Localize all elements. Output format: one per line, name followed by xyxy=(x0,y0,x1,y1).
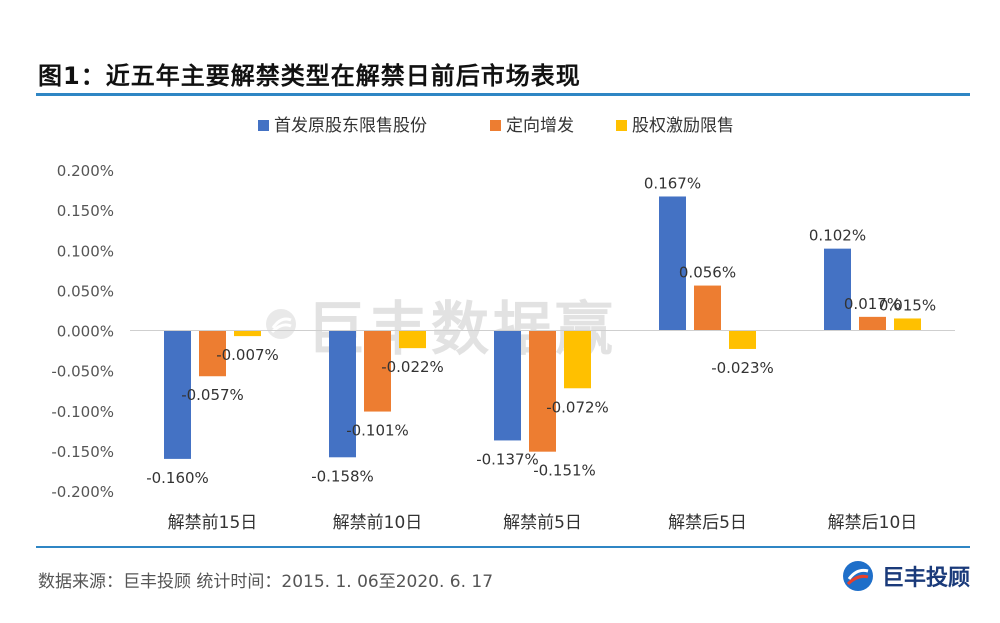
brand-logo-text: 巨丰投顾 xyxy=(881,566,970,591)
bar xyxy=(329,330,356,458)
bar xyxy=(494,330,521,441)
data-label: -0.023% xyxy=(711,359,774,377)
brand-logo-icon xyxy=(842,561,873,591)
legend-swatch xyxy=(616,120,627,131)
y-tick-label: -0.200% xyxy=(51,483,114,501)
chart-legend: 首发原股东限售股份 定向增发 股权激励限售 xyxy=(258,116,734,136)
bar-chart: 首发原股东限售股份 定向增发 股权激励限售 0.200%0.150%0.100%0.… xyxy=(51,116,955,533)
x-tick-label: 解禁前5日 xyxy=(503,513,582,533)
data-label: -0.158% xyxy=(311,467,374,485)
x-tick-label: 解禁前15日 xyxy=(168,513,258,533)
watermark-text: 巨丰数据赢 xyxy=(307,295,618,363)
bar xyxy=(659,196,686,331)
y-tick-label: 0.050% xyxy=(57,282,114,300)
legend-label: 定向增发 xyxy=(506,116,574,136)
footer-rule xyxy=(36,546,970,548)
data-label: -0.137% xyxy=(476,450,539,468)
y-tick-label: 0.200% xyxy=(57,162,114,180)
source-note: 数据来源：巨丰投顾 统计时间：2015. 1. 06至2020. 6. 17 xyxy=(38,572,494,592)
legend-label: 股权激励限售 xyxy=(632,116,734,136)
y-tick-label: -0.100% xyxy=(51,403,114,421)
watermark: 巨丰数据赢 xyxy=(265,282,617,366)
x-tick-label: 解禁前10日 xyxy=(333,513,423,533)
data-label: -0.101% xyxy=(346,422,409,440)
y-tick-label: 0.000% xyxy=(57,323,114,341)
chart-title: 图1：近五年主要解禁类型在解禁日前后市场表现 xyxy=(38,62,581,90)
data-label: -0.007% xyxy=(216,346,279,364)
y-tick-label: 0.150% xyxy=(57,202,114,220)
bar xyxy=(729,330,756,349)
y-tick-label: -0.050% xyxy=(51,363,114,381)
x-tick-label: 解禁后5日 xyxy=(668,513,747,533)
y-axis: 0.200% 0.150% 0.100% 0.050% 0.000% -0.050% -0.… xyxy=(51,162,114,501)
bar xyxy=(824,248,851,331)
legend-swatch xyxy=(258,120,269,131)
watermark-logo-icon xyxy=(266,309,296,339)
brand-logo: 巨丰投顾 xyxy=(842,558,970,594)
legend-swatch xyxy=(490,120,501,131)
data-label: 0.056% xyxy=(679,264,736,282)
bar xyxy=(529,330,556,452)
bar xyxy=(859,316,886,331)
legend-label: 首发原股东限售股份 xyxy=(274,116,427,136)
data-label: -0.160% xyxy=(146,469,209,487)
y-tick-label: -0.150% xyxy=(51,443,114,461)
data-label: -0.022% xyxy=(381,358,444,376)
x-tick-label: 解禁后10日 xyxy=(828,513,918,533)
data-label: -0.151% xyxy=(533,462,596,480)
bar xyxy=(164,330,191,459)
bar xyxy=(564,330,591,389)
y-tick-label: 0.100% xyxy=(57,242,114,260)
data-label: 0.167% xyxy=(644,174,701,192)
data-label: 0.015% xyxy=(879,296,936,314)
data-label: -0.057% xyxy=(181,386,244,404)
bar xyxy=(199,330,226,377)
data-label: 0.017% xyxy=(844,295,901,313)
bar-series: -0.160% -0.057% -0.007% -0.158% -0.101% -0.02… xyxy=(146,174,936,486)
bar xyxy=(894,318,921,331)
data-label: -0.072% xyxy=(546,398,609,416)
title-rule xyxy=(36,93,970,96)
bar xyxy=(399,330,426,349)
x-axis: 解禁前15日 解禁前10日 解禁前5日 解禁后5日 解禁后10日 xyxy=(130,330,955,533)
data-label: 0.102% xyxy=(809,227,866,245)
bar xyxy=(694,285,721,331)
bar xyxy=(234,330,261,337)
bar xyxy=(364,330,391,412)
